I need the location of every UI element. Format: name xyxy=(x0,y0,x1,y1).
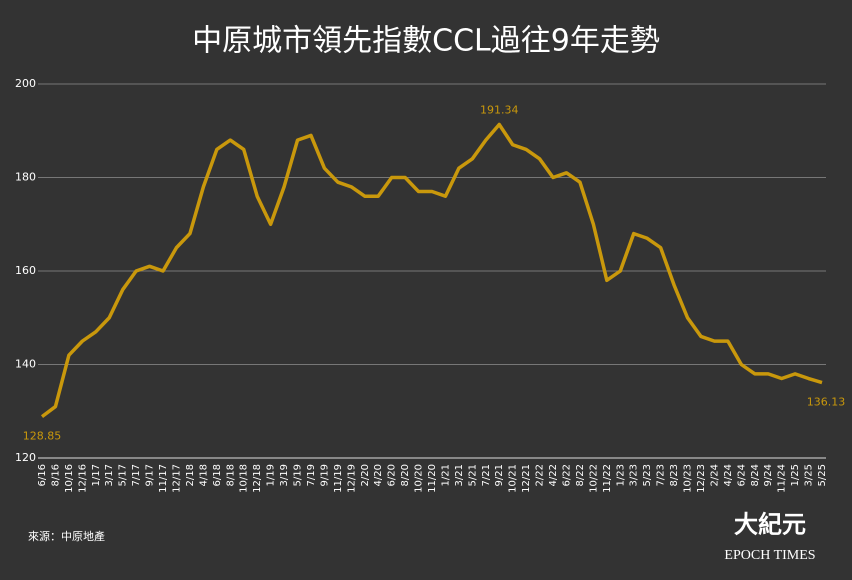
x-tick-label: 1/17 xyxy=(91,464,102,486)
y-tick-label: 200 xyxy=(15,77,36,90)
x-tick-label: 9/17 xyxy=(145,464,156,486)
x-tick-label: 5/17 xyxy=(118,464,129,486)
x-tick-label: 6/24 xyxy=(736,464,747,486)
line xyxy=(40,122,823,419)
x-tick-label: 9/19 xyxy=(319,464,330,486)
x-tick-label: 7/19 xyxy=(306,464,317,486)
x-tick-label: 9/24 xyxy=(763,464,774,486)
x-tick-label: 4/20 xyxy=(373,464,384,486)
value-label: 191.34 xyxy=(480,103,519,116)
x-tick-label: 11/17 xyxy=(158,464,169,493)
source: 來源：中原地產 xyxy=(28,529,105,543)
x-tick-label: 12/17 xyxy=(171,464,182,493)
x-tick-label: 11/24 xyxy=(777,464,788,493)
x-tick-label: 5/21 xyxy=(467,464,478,486)
x-tick-label: 10/22 xyxy=(588,464,599,493)
x-tick-label: 2/18 xyxy=(185,464,196,486)
value-label: 128.85 xyxy=(23,430,62,443)
x-tick-label: 7/21 xyxy=(481,464,492,486)
x-tick-label: 5/23 xyxy=(642,464,653,486)
x-tick-label: 6/18 xyxy=(212,464,223,486)
x-tick-label: 4/18 xyxy=(198,464,209,486)
x-tick-label: 3/25 xyxy=(804,464,815,486)
x-tick-label: 3/19 xyxy=(279,464,290,486)
x-tick-label: 6/16 xyxy=(37,464,48,486)
x-tick-label: 3/21 xyxy=(454,464,465,486)
x-tick-label: 4/22 xyxy=(548,464,559,486)
y-tick-label: 180 xyxy=(15,171,36,184)
x-tick-label: 8/23 xyxy=(669,464,680,486)
x-tick-label: 10/23 xyxy=(683,464,694,493)
x-tick-label: 11/22 xyxy=(602,464,613,493)
x-tick-label: 3/23 xyxy=(629,464,640,486)
x-tick-label: 10/16 xyxy=(64,464,75,493)
x-tick-label: 12/19 xyxy=(346,464,357,493)
brand-chinese: 大紀元 xyxy=(734,510,806,539)
value-label: 136.13 xyxy=(807,396,846,409)
x-tick-label: 6/20 xyxy=(387,464,398,486)
x-tick-label: 2/24 xyxy=(709,464,720,486)
x-tick-label: 8/24 xyxy=(750,464,761,486)
x-tick-label: 1/25 xyxy=(790,464,801,486)
x-tick-label: 3/17 xyxy=(104,464,115,486)
x-tick-label: 6/22 xyxy=(561,464,572,486)
x-tick-label: 1/23 xyxy=(615,464,626,486)
x-tick-label: 12/18 xyxy=(252,464,263,493)
chart-title: 中原城市領先指數CCL過往9年走勢 xyxy=(192,24,660,59)
x-tick-label: 9/21 xyxy=(494,464,505,486)
x-tick-label: 12/23 xyxy=(696,464,707,493)
x-tick-label: 5/19 xyxy=(293,464,304,486)
x-tick-label: 10/20 xyxy=(414,464,425,493)
x-tick-label: 1/19 xyxy=(266,464,277,486)
x-tick-label: 10/18 xyxy=(239,464,250,493)
x-tick-label: 5/25 xyxy=(817,464,828,486)
y-tick-label: 120 xyxy=(15,451,36,464)
x-tick-label: 12/21 xyxy=(521,464,532,493)
x-tick-label: 8/16 xyxy=(50,464,61,486)
x-tick-label: 10/21 xyxy=(508,464,519,493)
y-tick-label: 160 xyxy=(15,264,36,277)
x-tick-label: 2/22 xyxy=(535,464,546,486)
x-tick-label: 11/20 xyxy=(427,464,438,493)
x-tick-label: 8/22 xyxy=(575,464,586,486)
x-tick-label: 8/20 xyxy=(400,464,411,486)
x-tick-label: 2/20 xyxy=(360,464,371,486)
x-tick-label: 4/24 xyxy=(723,464,734,486)
y-tick-label: 140 xyxy=(15,358,36,371)
x-tick-label: 7/23 xyxy=(656,464,667,486)
x-tick-label: 8/18 xyxy=(225,464,236,486)
brand-english: EPOCH TIMES xyxy=(724,548,815,563)
x-tick-label: 11/19 xyxy=(333,464,344,493)
x-tick-label: 1/21 xyxy=(440,464,451,486)
x-tick-label: 7/17 xyxy=(131,464,142,486)
x-tick-label: 12/16 xyxy=(77,464,88,493)
